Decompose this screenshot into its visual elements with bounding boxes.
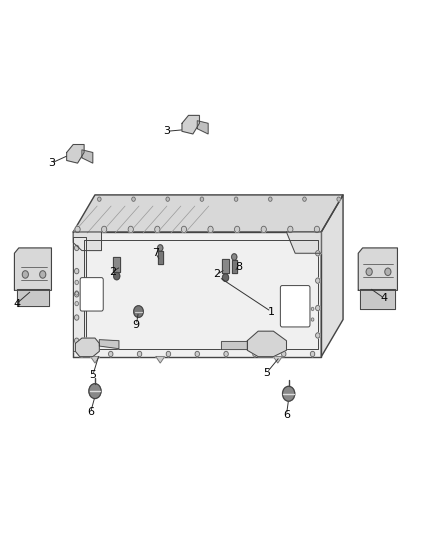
Circle shape [234,197,238,201]
Circle shape [195,351,199,357]
Circle shape [22,271,28,278]
Circle shape [98,197,101,201]
Circle shape [80,351,84,357]
Circle shape [128,226,133,232]
Circle shape [316,251,320,256]
Polygon shape [73,195,343,232]
Circle shape [155,226,160,232]
Polygon shape [14,248,51,290]
Circle shape [40,271,46,278]
FancyBboxPatch shape [80,278,103,311]
Polygon shape [82,150,93,163]
Text: 1: 1 [268,306,275,317]
Circle shape [166,351,170,357]
Circle shape [311,318,314,321]
Circle shape [114,272,120,280]
Text: 6: 6 [283,410,290,420]
Polygon shape [321,195,343,357]
Circle shape [253,351,257,357]
Circle shape [74,315,79,320]
Polygon shape [182,115,199,134]
Polygon shape [99,340,119,349]
Circle shape [208,226,213,232]
Polygon shape [247,331,286,357]
Circle shape [232,254,237,260]
Circle shape [268,197,272,201]
Text: 3: 3 [163,126,170,136]
Polygon shape [222,259,229,273]
Polygon shape [156,357,165,363]
Polygon shape [273,357,282,363]
Circle shape [311,308,314,311]
Polygon shape [232,260,237,273]
Text: 5: 5 [263,368,270,377]
Circle shape [138,351,142,357]
Circle shape [134,306,143,317]
Circle shape [74,292,79,297]
Polygon shape [358,248,397,290]
Circle shape [166,197,170,201]
FancyBboxPatch shape [280,286,310,327]
Circle shape [74,245,79,251]
Circle shape [223,274,229,281]
Circle shape [283,386,295,401]
Polygon shape [73,237,86,351]
Circle shape [288,226,293,232]
Text: 4: 4 [381,293,388,303]
Circle shape [89,384,101,399]
Polygon shape [113,257,120,272]
Circle shape [75,302,78,306]
Text: 3: 3 [48,158,55,168]
Circle shape [261,226,266,232]
Polygon shape [73,232,102,251]
Polygon shape [360,289,395,309]
Circle shape [74,338,79,343]
Text: 5: 5 [89,370,96,380]
Circle shape [75,226,80,232]
Polygon shape [91,357,99,363]
Circle shape [234,226,240,232]
Text: 4: 4 [13,298,20,309]
Polygon shape [17,289,49,306]
Circle shape [316,278,320,284]
Circle shape [74,269,79,274]
Circle shape [224,351,228,357]
Circle shape [200,197,204,201]
Circle shape [311,351,315,357]
Circle shape [316,333,320,338]
Polygon shape [158,251,163,264]
Circle shape [109,351,113,357]
Circle shape [316,305,320,311]
Polygon shape [73,232,321,357]
Text: 6: 6 [87,407,94,417]
Circle shape [75,291,78,295]
Polygon shape [197,120,208,134]
Circle shape [132,197,135,201]
Polygon shape [75,338,99,357]
Circle shape [282,351,286,357]
Circle shape [385,268,391,276]
Circle shape [75,280,78,285]
Circle shape [158,245,163,251]
Circle shape [181,226,187,232]
Polygon shape [286,232,321,253]
Text: 9: 9 [133,320,140,330]
Circle shape [337,197,340,201]
Circle shape [366,268,372,276]
Text: 2: 2 [109,267,116,277]
Circle shape [303,197,306,201]
Text: 7: 7 [152,248,159,259]
Text: 2: 2 [213,270,220,279]
Circle shape [314,226,320,232]
Text: 8: 8 [235,262,242,271]
Circle shape [102,226,107,232]
Polygon shape [67,144,84,163]
Polygon shape [221,341,247,349]
